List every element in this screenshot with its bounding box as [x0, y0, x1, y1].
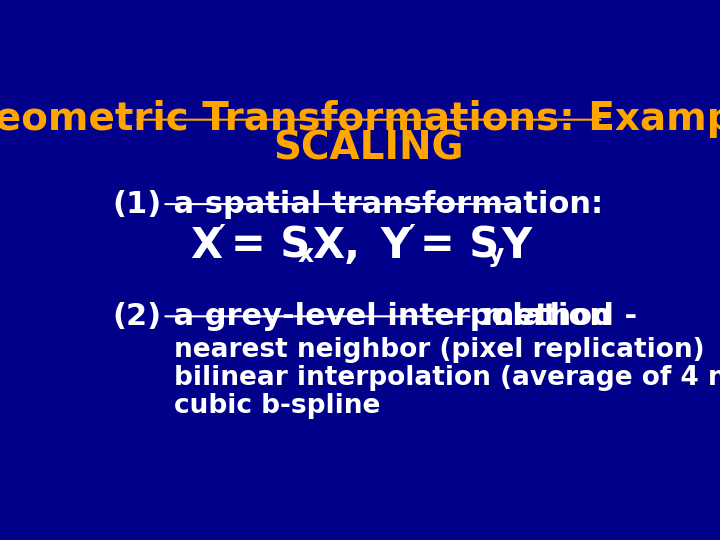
- Text: y: y: [487, 243, 503, 267]
- Text: X,: X,: [312, 225, 360, 267]
- Text: a spatial transformation:: a spatial transformation:: [163, 190, 603, 219]
- Text: x: x: [297, 243, 314, 267]
- Text: nearest neighbor (pixel replication): nearest neighbor (pixel replication): [174, 337, 704, 363]
- Text: SCALING: SCALING: [274, 129, 464, 167]
- Text: ′: ′: [407, 223, 415, 252]
- Text: bilinear interpolation (average of 4 neighbors): bilinear interpolation (average of 4 nei…: [174, 365, 720, 391]
- Text: (1): (1): [112, 190, 161, 219]
- Text: (2): (2): [112, 302, 161, 331]
- Text: Y: Y: [502, 225, 532, 267]
- Text: a grey-level interpolation: a grey-level interpolation: [163, 302, 611, 331]
- Text: X: X: [190, 225, 222, 267]
- Text: cubic b-spline: cubic b-spline: [174, 393, 380, 419]
- Text: Y: Y: [380, 225, 410, 267]
- Text: = S: = S: [420, 225, 500, 267]
- Text: Geometric Transformations: Example: Geometric Transformations: Example: [0, 100, 720, 138]
- Text: ′: ′: [217, 223, 225, 252]
- Text: = S: = S: [230, 225, 310, 267]
- Text: method -: method -: [472, 302, 637, 331]
